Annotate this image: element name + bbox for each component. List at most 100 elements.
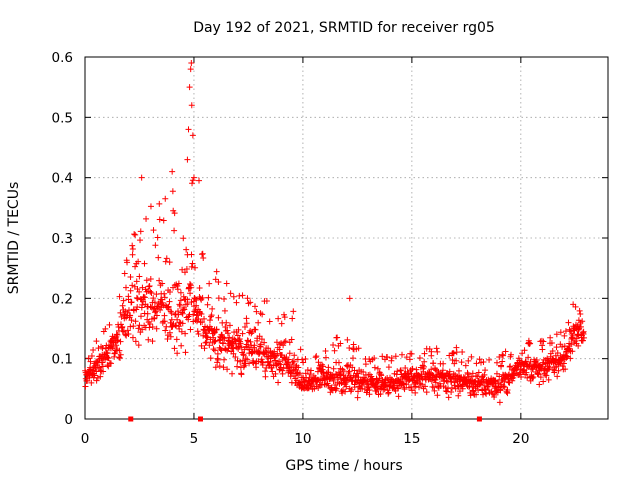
data-point: [259, 361, 266, 368]
data-point: [154, 234, 161, 241]
data-point: [230, 345, 237, 352]
data-point: [108, 360, 115, 367]
data-point: [275, 379, 282, 386]
data-point: [136, 288, 143, 295]
data-point: [269, 368, 276, 375]
data-point: [206, 342, 213, 349]
data-point: [492, 377, 499, 384]
data-point: [493, 388, 500, 395]
data-point: [244, 295, 251, 302]
data-point: [320, 363, 327, 370]
data-point: [169, 188, 176, 195]
data-point: [537, 374, 544, 381]
data-point: [159, 280, 166, 287]
data-point: [253, 364, 260, 371]
data-point: [397, 367, 404, 374]
data-point: [526, 340, 533, 347]
data-point: [106, 321, 113, 328]
data-point: [194, 328, 201, 335]
data-point: [152, 309, 159, 316]
data-point: [576, 307, 583, 314]
data-point: [167, 333, 174, 340]
data-point: [122, 331, 129, 338]
data-point: [156, 216, 163, 223]
data-point: [91, 372, 98, 379]
data-point: [381, 386, 388, 393]
data-point: [291, 352, 298, 359]
data-point: [177, 289, 184, 296]
data-point: [124, 327, 131, 334]
data-point: [214, 350, 221, 357]
data-point: [459, 385, 466, 392]
data-point: [281, 314, 288, 321]
data-point: [566, 347, 573, 354]
data-point: [252, 326, 259, 333]
data-point: [337, 340, 344, 347]
data-point: [120, 328, 127, 335]
data-point: [394, 368, 401, 375]
data-point: [99, 344, 106, 351]
data-point: [227, 290, 234, 297]
data-point: [230, 293, 237, 300]
data-point: [432, 379, 439, 386]
data-point: [175, 311, 182, 318]
data-point: [431, 387, 438, 394]
data-point: [322, 348, 329, 355]
data-point: [215, 295, 222, 302]
data-point: [548, 340, 555, 347]
data-point: [182, 349, 189, 356]
data-point: [253, 308, 260, 315]
data-point: [163, 255, 170, 262]
data-point: [473, 360, 480, 367]
data-point: [196, 177, 203, 184]
data-point: [173, 336, 180, 343]
data-point: [400, 380, 407, 387]
data-point: [160, 217, 167, 224]
data-point: [579, 318, 586, 325]
data-point: [121, 270, 128, 277]
data-point: [212, 276, 219, 283]
data-point: [150, 227, 157, 234]
data-point: [190, 311, 197, 318]
data-point: [171, 227, 178, 234]
data-point: [216, 337, 223, 344]
data-point: [140, 293, 147, 300]
data-point: [87, 358, 94, 365]
data-point: [560, 360, 567, 367]
data-point: [568, 336, 575, 343]
data-point: [489, 390, 496, 397]
data-point: [580, 328, 587, 335]
data-point: [449, 357, 456, 364]
data-point: [188, 263, 195, 270]
data-point: [234, 357, 241, 364]
data-point: [360, 369, 367, 376]
data-point: [174, 350, 181, 357]
data-point: [189, 260, 196, 267]
data-point: [319, 366, 326, 373]
data-point: [189, 177, 196, 184]
data-point: [486, 356, 493, 363]
x-tick-label: 5: [190, 431, 199, 447]
data-point: [156, 200, 163, 207]
data-point: [335, 359, 342, 366]
data-point: [420, 363, 427, 370]
data-point: [408, 387, 415, 394]
data-point: [127, 287, 134, 294]
data-point: [577, 323, 584, 330]
data-point: [399, 351, 406, 358]
data-point: [192, 264, 199, 271]
data-point: [146, 320, 153, 327]
data-point: [84, 377, 91, 384]
data-point: [403, 354, 410, 361]
data-point: [204, 301, 211, 308]
data-point: [497, 387, 504, 394]
data-point: [183, 265, 190, 272]
data-point: [423, 389, 430, 396]
data-point: [473, 391, 480, 398]
data-point: [491, 392, 498, 399]
data-point: [174, 316, 181, 323]
data-point: [354, 394, 361, 401]
data-point: [230, 350, 237, 357]
y-tick-label: 0: [64, 412, 73, 428]
data-point: [331, 347, 338, 354]
